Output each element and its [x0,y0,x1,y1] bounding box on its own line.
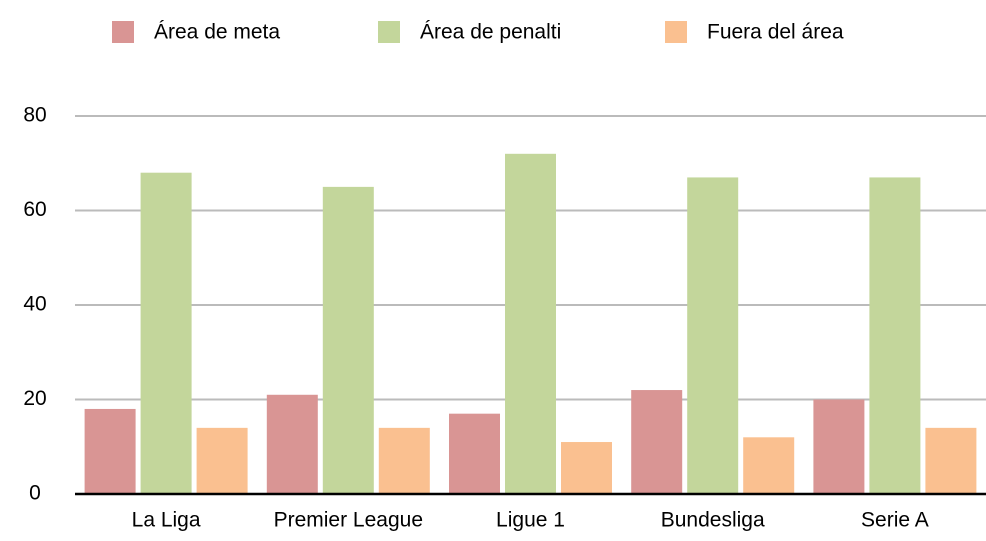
legend-label: Área de meta [154,21,280,44]
legend-swatch [665,21,687,43]
y-tick-label: 20 [23,387,46,410]
x-tick-label: Ligue 1 [496,509,565,532]
bar [743,437,795,494]
bar [813,399,865,494]
legend-swatch [378,21,400,43]
x-tick-label: Serie A [861,509,929,532]
bar [378,427,430,494]
bar [266,394,318,494]
bar [322,186,374,494]
bar [869,177,921,495]
bar [84,408,136,494]
legend-label: Área de penalti [420,21,561,44]
y-tick-label: 60 [23,198,46,221]
bar [631,390,683,494]
y-tick-label: 40 [23,293,46,316]
legend-swatch [112,21,134,43]
legend-label: Fuera del área [707,21,844,44]
bar [687,177,739,495]
bar [925,427,977,494]
bar [196,427,248,494]
bar [561,442,612,494]
y-tick-label: 80 [23,104,46,127]
bar [449,413,500,494]
y-tick-label: 0 [29,482,41,505]
x-tick-label: Bundesliga [661,509,765,532]
x-tick-label: Premier League [274,509,423,532]
x-tick-label: La Liga [132,509,201,532]
bar [140,172,192,494]
bar [505,153,556,495]
